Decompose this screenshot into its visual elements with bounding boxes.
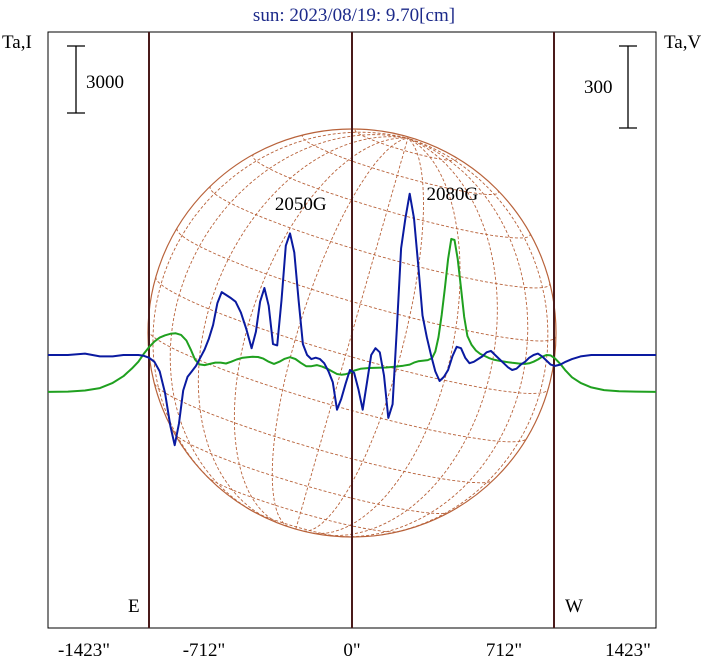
region-annotation: 2080G [427,184,479,205]
x-tick-layer: -1423" -712" 0" 712" 1423" [58,640,651,661]
right-scale-bar [619,45,637,129]
longitude-line [271,137,408,527]
right-scale-bar-label: 300 [584,77,613,98]
west-marker: W [565,596,583,617]
longitude-line [377,137,549,536]
latitude-line [354,128,458,161]
region-annotation: 2050G [275,194,327,215]
longitude-line [325,137,498,537]
latitude-line [176,228,557,342]
left-scale-bar-label: 3000 [86,72,124,93]
limb-lines [148,32,555,628]
longitude-line [341,137,529,538]
longitude-line [169,134,408,512]
x-tick-label: -1423" [58,640,110,661]
x-tick-label: 1423" [605,640,651,661]
longitude-line [295,138,409,530]
latitude-line [209,185,551,289]
x-tick-label: 712" [486,640,522,661]
latitude-line [174,433,449,514]
longitude-line [197,136,408,519]
chart-title: sun: 2023/08/19: 9.70[cm] [253,5,455,26]
left-scale-bar [67,45,85,114]
longitude-line [303,137,424,532]
x-tick-label: 0" [343,640,360,661]
longitude-line [152,131,408,492]
annotation-layer: 2050G 2080G E W [128,184,583,617]
series-layer [47,192,657,447]
longitude-line [311,137,461,534]
right-axis-label: Ta,V [664,32,701,53]
east-marker: E [128,596,140,617]
stokes-v-line [48,192,656,447]
x-tick-label: -712" [183,640,226,661]
latitude-line [147,330,527,443]
left-axis-label: Ta,I [2,32,32,53]
